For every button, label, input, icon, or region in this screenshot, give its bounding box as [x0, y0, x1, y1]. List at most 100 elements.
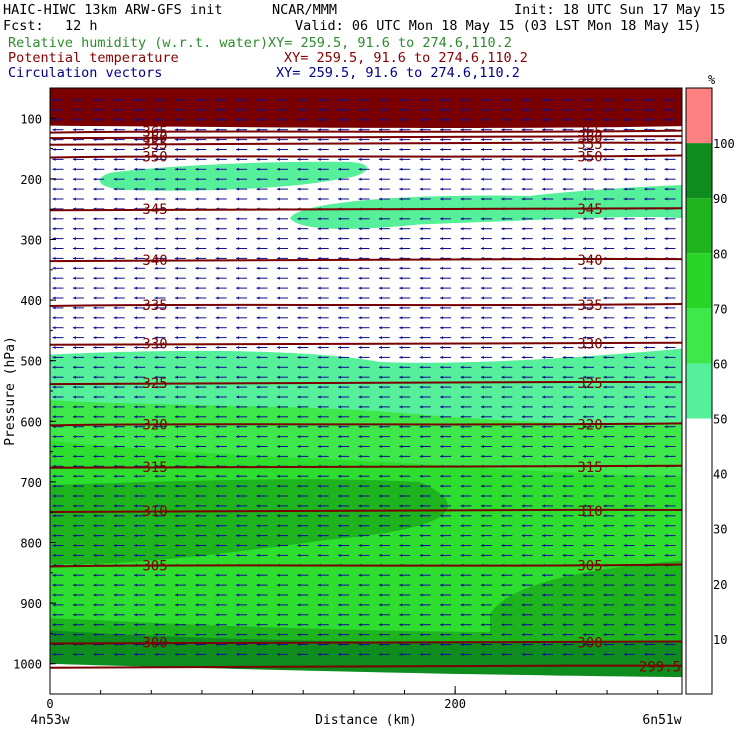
wind-vector-head: [644, 286, 648, 290]
wind-vector-head: [72, 494, 76, 498]
wind-vector-head: [623, 306, 627, 310]
wind-vector-head: [623, 355, 627, 359]
wind-vector-head: [542, 266, 546, 270]
wind-vector-head: [297, 593, 301, 597]
wind-vector-head: [174, 237, 178, 241]
wind-vector-head: [542, 484, 546, 488]
wind-vector-head: [582, 573, 586, 577]
wind-vector-head: [297, 583, 301, 587]
wind-vector-head: [236, 177, 240, 181]
wind-vector-head: [664, 138, 668, 142]
colorbar-segment: [686, 473, 712, 529]
wind-vector-head: [644, 603, 648, 607]
wind-vector-head: [480, 534, 484, 538]
wind-vector-head: [623, 415, 627, 419]
wind-vector-head: [480, 177, 484, 181]
wind-vector-head: [623, 177, 627, 181]
wind-vector-head: [460, 266, 464, 270]
wind-vector-head: [215, 118, 219, 122]
wind-vector-head: [134, 217, 138, 221]
wind-vector-head: [195, 553, 199, 557]
wind-vector-head: [644, 237, 648, 241]
wind-vector-head: [215, 247, 219, 250]
wind-vector-head: [276, 603, 280, 607]
wind-vector-head: [440, 603, 444, 607]
wind-vector-head: [236, 544, 240, 547]
wind-vector-head: [174, 286, 178, 290]
wind-vector-head: [113, 276, 117, 280]
wind-vector-head: [358, 514, 362, 518]
wind-vector-head: [276, 494, 280, 498]
wind-vector-head: [603, 514, 607, 518]
wind-vector-head: [562, 148, 566, 151]
wind-vector-head: [419, 385, 423, 389]
wind-vector-head: [358, 128, 362, 132]
wind-vector-head: [93, 544, 97, 547]
wind-vector-head: [501, 365, 505, 369]
wind-vector-head: [480, 474, 484, 478]
wind-vector-head: [440, 336, 444, 340]
wind-vector-head: [297, 415, 301, 419]
wind-vector-head: [256, 454, 260, 458]
wind-vector-head: [134, 306, 138, 310]
theta-contour-300: [50, 640, 682, 645]
wind-vector-head: [562, 415, 566, 419]
x-tick-label: 200: [444, 697, 466, 711]
wind-vector-head: [338, 336, 342, 340]
theta-label: 310: [577, 504, 602, 520]
theta-label: 350: [577, 149, 602, 165]
wind-vector-head: [562, 603, 566, 607]
wind-vector-head: [664, 415, 668, 419]
wind-vector-head: [480, 365, 484, 369]
wind-vector-head: [154, 296, 158, 300]
wind-vector-head: [134, 157, 138, 161]
wind-vector-head: [338, 593, 342, 597]
wind-vector-head: [562, 306, 566, 310]
wind-vector-head: [582, 217, 586, 221]
wind-vector-head: [644, 553, 648, 557]
wind-vector-head: [256, 514, 260, 518]
wind-vector-head: [276, 187, 280, 191]
wind-vector-head: [338, 167, 342, 171]
wind-vector-head: [134, 583, 138, 587]
wind-vector-head: [256, 652, 260, 656]
wind-vector-head: [358, 365, 362, 369]
wind-vector-head: [113, 187, 117, 191]
wind-vector-head: [154, 286, 158, 290]
wind-vector-head: [297, 524, 301, 528]
wind-vector-head: [338, 484, 342, 488]
wind-vector-head: [419, 217, 423, 221]
wind-vector-head: [358, 177, 362, 181]
wind-vector-head: [562, 128, 566, 132]
wind-vector-head: [52, 266, 56, 270]
wind-vector-head: [297, 355, 301, 359]
wind-vector-head: [623, 652, 627, 656]
wind-vector-head: [317, 375, 321, 379]
wind-vector-head: [154, 187, 158, 191]
wind-vector-head: [72, 583, 76, 587]
wind-vector-head: [603, 98, 607, 102]
wind-vector-head: [236, 148, 240, 151]
wind-vector-head: [93, 435, 97, 439]
wind-vector-head: [276, 613, 280, 617]
wind-vector-head: [378, 643, 382, 646]
wind-vector-head: [501, 296, 505, 300]
wind-vector-head: [52, 613, 56, 617]
wind-vector-head: [664, 148, 668, 151]
wind-vector-head: [113, 544, 117, 547]
wind-vector-head: [603, 652, 607, 656]
wind-vector-head: [521, 544, 525, 547]
wind-vector-head: [236, 128, 240, 132]
wind-vector-head: [195, 316, 199, 320]
wind-vector-head: [542, 583, 546, 587]
wind-vector-head: [562, 276, 566, 280]
wind-vector-head: [317, 534, 321, 538]
wind-vector-head: [297, 336, 301, 340]
wind-vector-head: [113, 157, 117, 161]
wind-vector-head: [644, 534, 648, 538]
wind-vector-head: [582, 365, 586, 369]
wind-vector-head: [399, 534, 403, 538]
theta-label: 345: [142, 202, 167, 218]
wind-vector-head: [154, 652, 158, 656]
wind-vector-head: [460, 593, 464, 597]
